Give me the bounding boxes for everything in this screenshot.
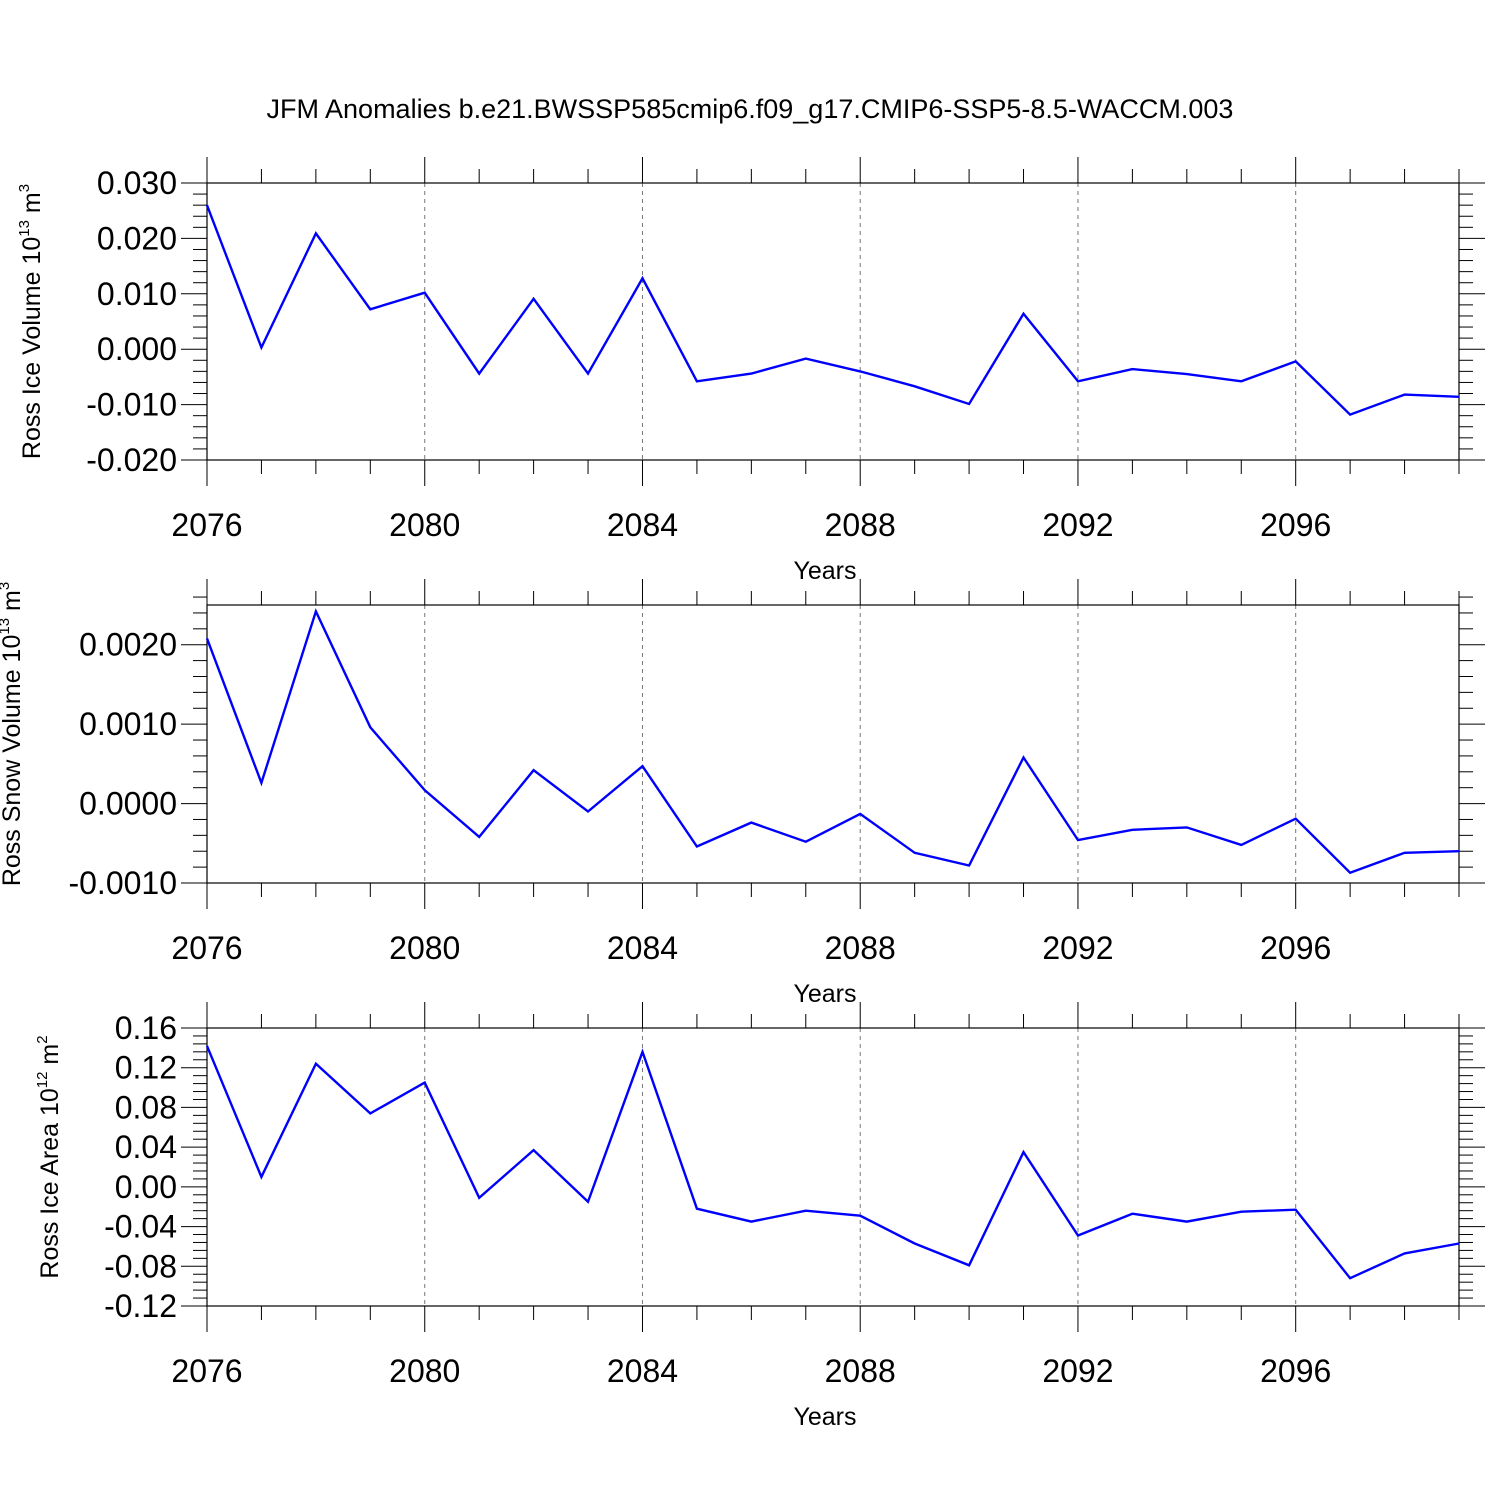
y-tick-label: 0.08 xyxy=(115,1089,177,1125)
x-axis-title: Years xyxy=(793,557,856,585)
x-tick-label: 2084 xyxy=(607,1353,678,1389)
plot-frame xyxy=(206,604,1460,884)
y-axis-title: Ross Ice Volume 1013 m3 xyxy=(16,184,46,459)
y-tick-label: -0.08 xyxy=(104,1248,177,1284)
y-tick-label: -0.12 xyxy=(104,1288,177,1324)
x-tick-label: 2096 xyxy=(1260,507,1331,543)
y-tick-label: -0.0010 xyxy=(68,865,177,901)
x-axis-title: Years xyxy=(793,1403,856,1431)
x-tick-label: 2092 xyxy=(1042,1353,1113,1389)
y-tick-label: 0.0020 xyxy=(79,627,177,663)
x-tick-label: 2088 xyxy=(825,507,896,543)
y-tick-label: 0.000 xyxy=(97,331,177,367)
y-tick-label: 0.010 xyxy=(97,276,177,312)
series-line xyxy=(205,204,1460,416)
plot-frame xyxy=(206,182,1460,461)
x-tick-label: 2076 xyxy=(171,507,242,543)
y-tick-label: 0.030 xyxy=(97,165,177,201)
figure-title: JFM Anomalies b.e21.BWSSP585cmip6.f09_g1… xyxy=(267,94,1234,124)
panel-2: 0.0020 0.0010 0.0000 -0.0010 2076 2080 2084 208… xyxy=(0,579,1485,1008)
y-tick-label: 0.0010 xyxy=(79,706,177,742)
y-tick-label: 0.16 xyxy=(115,1010,177,1046)
y-tick-label: 0.04 xyxy=(115,1129,177,1165)
plot-frame xyxy=(206,1027,1460,1307)
panel-3: 0.16 0.120.08 0.04 0.00 -0.04-0.08 -0.12 2076 2… xyxy=(34,1002,1485,1431)
x-axis-title: Years xyxy=(793,980,856,1008)
x-tick-label: 2092 xyxy=(1042,930,1113,966)
x-tick-label: 2080 xyxy=(389,930,460,966)
series-line xyxy=(205,1045,1460,1280)
y-tick-label: -0.010 xyxy=(86,387,177,423)
x-tick-label: 2080 xyxy=(389,1353,460,1389)
panel-1: 0.030 0.020 0.010 0.000 -0.010 -0.020 2076 2080… xyxy=(16,157,1485,585)
y-tick-label: 0.00 xyxy=(115,1169,177,1205)
x-tick-label: 2088 xyxy=(825,1353,896,1389)
x-tick-label: 2092 xyxy=(1042,507,1113,543)
y-tick-label: -0.04 xyxy=(104,1209,177,1245)
y-axis-title: Ross Snow Volume 1013 m3 xyxy=(0,582,26,886)
x-tick-label: 2076 xyxy=(171,930,242,966)
y-tick-label: -0.020 xyxy=(86,442,177,478)
y-tick-label: 0.020 xyxy=(97,220,177,256)
x-tick-label: 2084 xyxy=(607,930,678,966)
panels: 0.030 0.020 0.010 0.000 -0.010 -0.020 2076 2080… xyxy=(0,157,1485,1431)
series-line xyxy=(205,608,1460,875)
y-tick-label: 0.0000 xyxy=(79,786,177,822)
y-axis-title: Ross Ice Area 1012 m2 xyxy=(34,1035,64,1278)
x-tick-label: 2084 xyxy=(607,507,678,543)
x-tick-label: 2088 xyxy=(825,930,896,966)
y-tick-label: 0.12 xyxy=(115,1050,177,1086)
x-tick-label: 2076 xyxy=(171,1353,242,1389)
x-tick-label: 2080 xyxy=(389,507,460,543)
x-tick-label: 2096 xyxy=(1260,930,1331,966)
x-tick-label: 2096 xyxy=(1260,1353,1331,1389)
